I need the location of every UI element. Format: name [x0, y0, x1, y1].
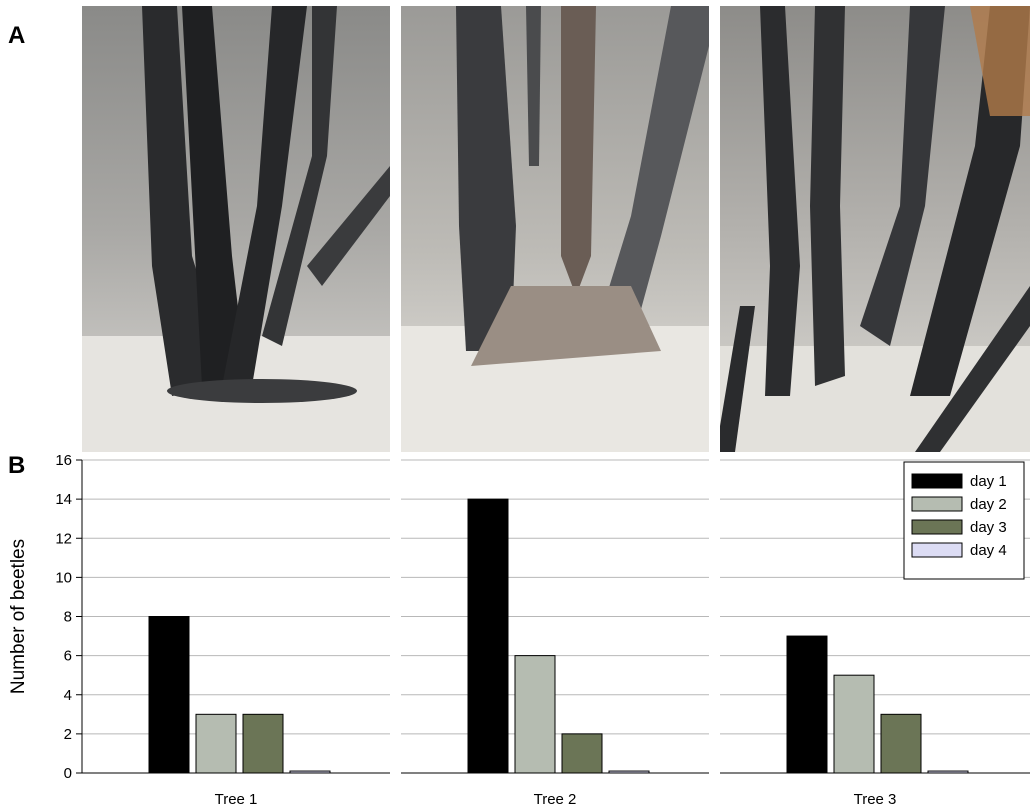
y-tick-label: 12: [55, 530, 72, 547]
bar-day-2-tree-2: [514, 655, 556, 774]
y-axis-label: Number of beetles: [8, 539, 29, 694]
y-tick-label: 10: [55, 569, 72, 586]
category-label: Tree 3: [854, 791, 897, 808]
legend-label: day 1: [970, 473, 1007, 490]
bar-day-3-tree-3: [880, 713, 922, 774]
y-tick-label: 8: [64, 609, 72, 626]
panel-label-a: A: [8, 22, 26, 49]
category-label: Tree 2: [534, 791, 577, 808]
y-tick-label: 16: [55, 452, 72, 469]
bar-day-1-tree-3: [786, 635, 828, 774]
bar-day-2-tree-1: [195, 713, 237, 774]
legend-swatch: [911, 473, 963, 489]
legend-swatch: [911, 496, 963, 512]
bar-day-1-tree-2: [467, 498, 509, 774]
bar-day-2-tree-3: [833, 674, 875, 774]
panel-label-b: B: [8, 452, 26, 479]
legend-label: day 2: [970, 496, 1007, 513]
y-tick-label: 14: [55, 491, 72, 508]
bar-day-3-tree-1: [242, 713, 284, 774]
category-label: Tree 1: [215, 791, 258, 808]
y-tick-label: 2: [64, 726, 72, 743]
tree-2-photo: [401, 6, 709, 452]
y-tick-label: 6: [64, 648, 72, 665]
tree-1-photo: [82, 6, 390, 452]
legend-swatch: [911, 542, 963, 558]
bar-day-3-tree-2: [561, 733, 603, 774]
legend-label: day 3: [970, 519, 1007, 536]
legend-label: day 4: [970, 542, 1007, 559]
y-tick-label: 0: [64, 765, 72, 782]
legend-swatch: [911, 519, 963, 535]
bar-day-1-tree-1: [148, 616, 190, 774]
y-tick-label: 4: [64, 687, 72, 704]
tree-3-photo: [720, 6, 1030, 452]
